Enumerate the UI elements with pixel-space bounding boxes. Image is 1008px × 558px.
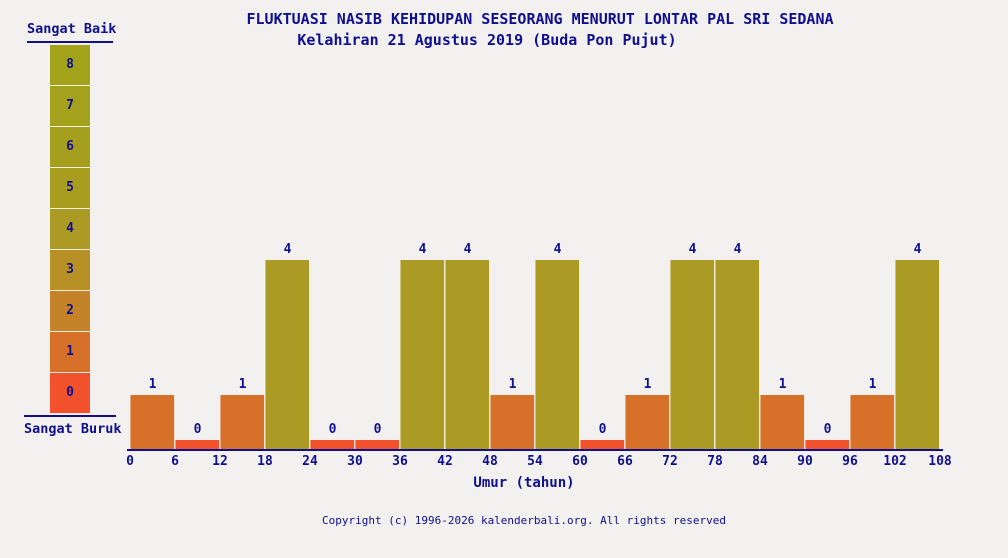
bar-age-12-18 bbox=[220, 395, 265, 450]
bar-value-label: 1 bbox=[778, 377, 787, 392]
x-tick-72: 72 bbox=[662, 454, 678, 469]
bar-value-label: 1 bbox=[643, 377, 652, 392]
bar-value-label: 4 bbox=[688, 242, 697, 257]
bar-age-102-108 bbox=[895, 260, 940, 450]
x-tick-60: 60 bbox=[572, 454, 588, 469]
bar-value-label: 0 bbox=[193, 422, 202, 437]
bar-age-72-78 bbox=[670, 260, 715, 450]
bar-value-label: 4 bbox=[733, 242, 742, 257]
copyright-notice: Copyright (c) 1996-2026 kalenderbali.org… bbox=[322, 514, 726, 527]
bar-age-30-36 bbox=[355, 440, 400, 450]
legend-level-6: 6 bbox=[50, 127, 90, 168]
x-tick-108: 108 bbox=[928, 454, 952, 469]
bar-value-label: 1 bbox=[148, 377, 157, 392]
x-tick-54: 54 bbox=[527, 454, 543, 469]
x-tick-48: 48 bbox=[482, 454, 498, 469]
legend-best-label: Sangat Baik bbox=[27, 21, 116, 43]
x-tick-96: 96 bbox=[842, 454, 858, 469]
legend-level-0: 0 bbox=[50, 373, 90, 414]
x-tick-102: 102 bbox=[883, 454, 907, 469]
bar-age-78-84 bbox=[715, 260, 760, 450]
bar-age-18-24 bbox=[265, 260, 310, 450]
plot-area: 1 0 1 4 0 0 4 4 1 4 0 1 4 4 1 0 1 4 bbox=[130, 0, 940, 450]
legend-level-7: 7 bbox=[50, 86, 90, 127]
x-tick-36: 36 bbox=[392, 454, 408, 469]
x-tick-90: 90 bbox=[797, 454, 813, 469]
bar-value-label: 4 bbox=[418, 242, 427, 257]
x-axis-title: Umur (tahun) bbox=[473, 475, 575, 491]
x-tick-12: 12 bbox=[212, 454, 228, 469]
x-tick-18: 18 bbox=[257, 454, 273, 469]
x-tick-6: 6 bbox=[171, 454, 179, 469]
legend-worst-label: Sangat Buruk bbox=[24, 415, 122, 437]
bar-age-90-96 bbox=[805, 440, 850, 450]
bar-age-66-72 bbox=[625, 395, 670, 450]
legend-level-1: 1 bbox=[50, 332, 90, 373]
bar-value-label: 0 bbox=[823, 422, 832, 437]
bar-value-label: 0 bbox=[373, 422, 382, 437]
bar-value-label: 4 bbox=[463, 242, 472, 257]
x-tick-84: 84 bbox=[752, 454, 768, 469]
bar-age-60-66 bbox=[580, 440, 625, 450]
bar-age-48-54 bbox=[490, 395, 535, 450]
legend-level-5: 5 bbox=[50, 168, 90, 209]
x-tick-0: 0 bbox=[126, 454, 134, 469]
x-axis-line bbox=[127, 449, 943, 451]
legend-level-2: 2 bbox=[50, 291, 90, 332]
bar-value-label: 4 bbox=[913, 242, 922, 257]
legend-level-3: 3 bbox=[50, 250, 90, 291]
bar-age-96-102 bbox=[850, 395, 895, 450]
chart-subtitle: Kelahiran 21 Agustus 2019 (Buda Pon Puju… bbox=[297, 31, 677, 49]
bar-age-6-12 bbox=[175, 440, 220, 450]
x-tick-30: 30 bbox=[347, 454, 363, 469]
bar-value-label: 4 bbox=[283, 242, 292, 257]
bar-age-0-6 bbox=[130, 395, 175, 450]
chart-title: FLUKTUASI NASIB KEHIDUPAN SESEORANG MENU… bbox=[246, 10, 834, 28]
x-tick-42: 42 bbox=[437, 454, 453, 469]
legend-level-8: 8 bbox=[50, 45, 90, 86]
legend-level-4: 4 bbox=[50, 209, 90, 250]
bar-value-label: 4 bbox=[553, 242, 562, 257]
x-tick-24: 24 bbox=[302, 454, 318, 469]
x-tick-66: 66 bbox=[617, 454, 633, 469]
bar-value-label: 1 bbox=[868, 377, 877, 392]
bar-value-label: 1 bbox=[508, 377, 517, 392]
bar-age-24-30 bbox=[310, 440, 355, 450]
bar-value-label: 0 bbox=[328, 422, 337, 437]
bar-age-54-60 bbox=[535, 260, 580, 450]
x-tick-78: 78 bbox=[707, 454, 723, 469]
bar-age-42-48 bbox=[445, 260, 490, 450]
bar-value-label: 0 bbox=[598, 422, 607, 437]
bar-age-84-90 bbox=[760, 395, 805, 450]
x-axis-ticks: 0 6 12 18 24 30 36 42 48 54 60 66 72 78 84 90 96 102 108 bbox=[0, 454, 1008, 472]
bar-age-36-42 bbox=[400, 260, 445, 450]
bar-value-label: 1 bbox=[238, 377, 247, 392]
